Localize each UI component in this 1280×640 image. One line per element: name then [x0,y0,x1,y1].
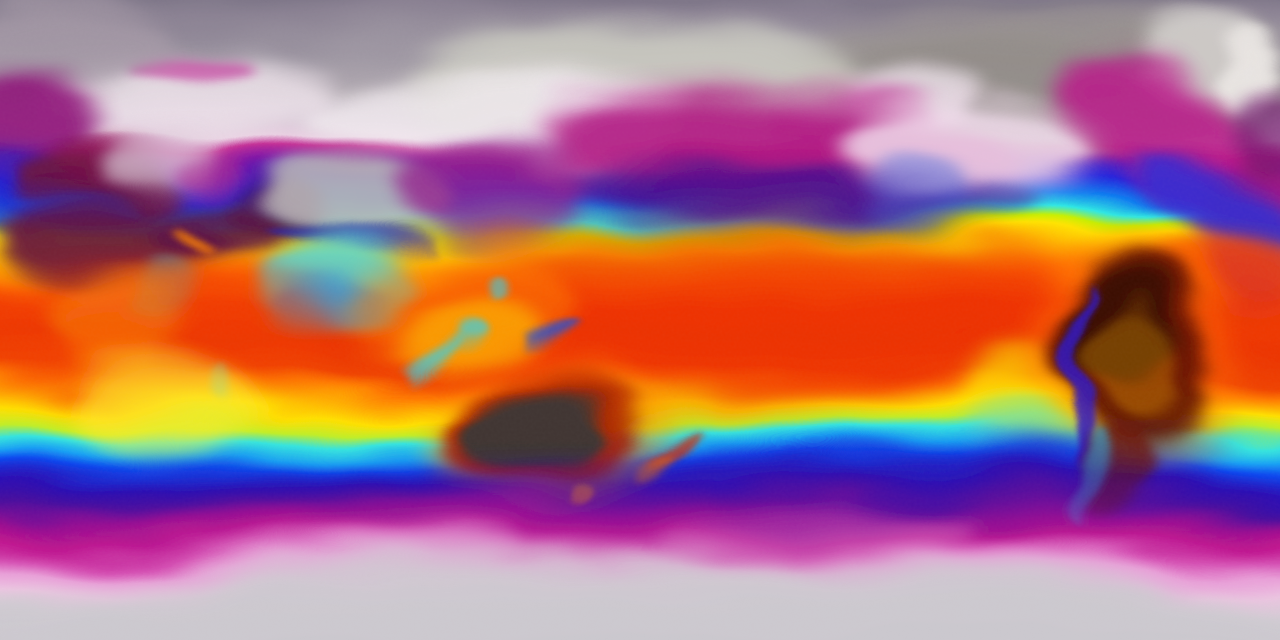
global-temperature-map [0,0,1280,640]
temperature-heatmap-canvas [0,0,1280,640]
film-grain-overlay [0,0,1280,640]
